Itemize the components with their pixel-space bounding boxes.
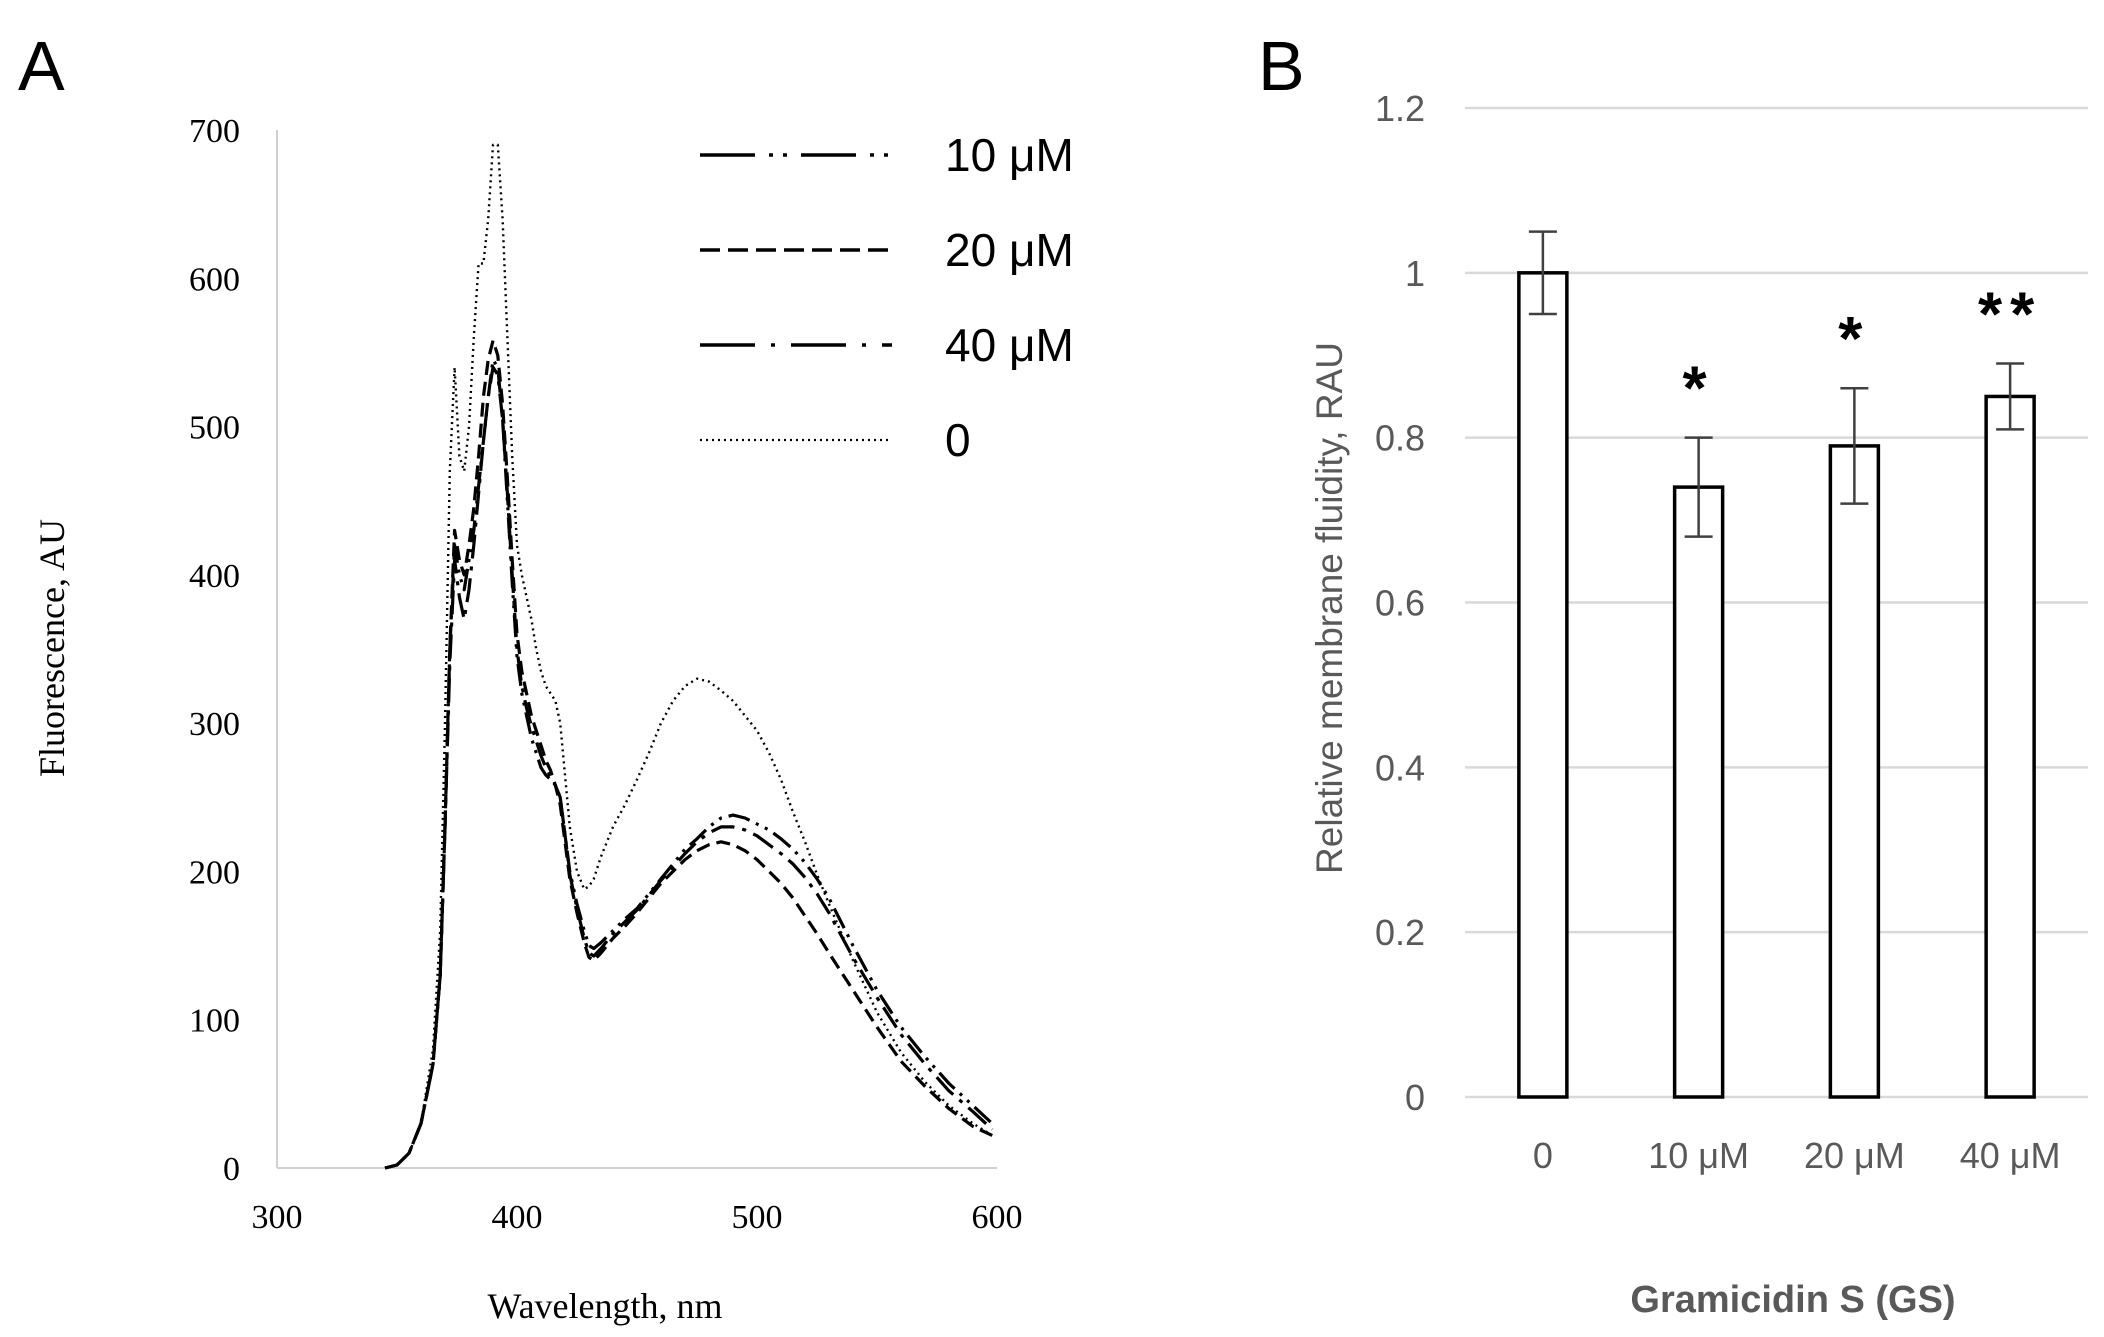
- panel-a-line-chart: 0 100 200 300 400 500 600 700 300 400 500 600 10 μ…: [32, 113, 1074, 1326]
- panel-b-gridlines: [1465, 106, 2088, 1099]
- panel-b-bar: [1984, 394, 2036, 1099]
- panel-a-x-tick-label: 300: [252, 1199, 303, 1236]
- panel-a-x-tick-label: 500: [732, 1199, 783, 1236]
- panel-b-bars: ** **: [1517, 230, 2042, 1099]
- panel-a-legend-label: 20 μM: [945, 224, 1074, 276]
- panel-b-y-tick-label: 1: [1405, 253, 1425, 294]
- panel-b-y-axis-label: Relative membrane fluidity, RAU: [1309, 342, 1350, 874]
- panel-a-y-tick-label: 500: [189, 410, 240, 447]
- panel-letter-b: B: [1258, 27, 1305, 105]
- panel-b-y-tick-label: 0: [1405, 1077, 1425, 1118]
- panel-b-y-tick-label: 0.4: [1375, 747, 1425, 788]
- panel-b-bar-chart: 00.20.40.60.811.2 ** ** 0 10 μM 20 μM 40 μM …: [1309, 88, 2088, 1321]
- panel-b-x-tick-label: 20 μM: [1804, 1135, 1905, 1176]
- panel-a-y-tick-label: 0: [223, 1151, 240, 1188]
- panel-a-x-ticks: 300 400 500 600: [252, 1199, 1023, 1236]
- panel-a-series-line-1: [384, 358, 994, 1170]
- panel-b-y-tick-label: 0.6: [1375, 583, 1425, 624]
- panel-b-x-tick-label: 40 μM: [1960, 1135, 2061, 1176]
- panel-a-legend-label: 10 μM: [945, 129, 1074, 181]
- panel-b-bar: [1672, 485, 1725, 1099]
- panel-b-x-axis-label: Gramicidin S (GS): [1630, 1279, 1955, 1321]
- panel-a-legend-label: 40 μM: [945, 319, 1074, 371]
- panel-a-y-tick-label: 300: [189, 706, 240, 743]
- panel-a-y-tick-label: 400: [189, 558, 240, 595]
- panel-b-x-tick-label: 10 μM: [1648, 1135, 1749, 1176]
- panel-a-legend: 10 μM 20 μM 40 μM 0: [700, 129, 1074, 466]
- panel-b-y-tick-label: 1.2: [1375, 88, 1425, 129]
- panel-a-axes: [276, 130, 997, 1169]
- panel-a-legend-label: 0: [945, 414, 971, 466]
- panel-b-x-ticks: 0 10 μM 20 μM 40 μM: [1533, 1135, 2061, 1176]
- panel-b-bar: [1828, 444, 1881, 1099]
- panel-b-y-ticks: 0 0.2 0.4 0.6 0.8 1 1.2: [1375, 88, 1425, 1118]
- panel-b-significance-marker: *: [1838, 305, 1870, 374]
- panel-b-significance-marker: **: [1978, 280, 2042, 349]
- panel-b-y-tick-label: 0.2: [1375, 912, 1425, 953]
- panel-a-y-tick-label: 200: [189, 854, 240, 891]
- panel-b-x-tick-label: 0: [1533, 1135, 1553, 1176]
- panel-letter-a: A: [18, 27, 65, 105]
- panel-a-series-line-4: [384, 143, 993, 1170]
- panel-a-y-ticks: 0 100 200 300 400 500 600 700: [189, 113, 240, 1188]
- panel-a-y-axis-label: Fluorescence, AU: [32, 519, 72, 777]
- panel-a-x-tick-label: 400: [492, 1199, 543, 1236]
- panel-a-y-tick-label: 100: [189, 1003, 240, 1040]
- panel-b-y-tick-label: 0.8: [1375, 418, 1425, 459]
- panel-a-y-tick-label: 600: [189, 261, 240, 298]
- panel-a-series: [384, 143, 994, 1170]
- panel-b-significance-marker: *: [1683, 355, 1715, 424]
- panel-a-series-line-2: [384, 339, 993, 1170]
- panel-a-y-tick-label: 700: [189, 113, 240, 150]
- panel-b-bar: [1517, 271, 1569, 1099]
- panel-a-x-tick-label: 600: [972, 1199, 1023, 1236]
- panel-a-x-axis-label: Wavelength, nm: [487, 1286, 722, 1326]
